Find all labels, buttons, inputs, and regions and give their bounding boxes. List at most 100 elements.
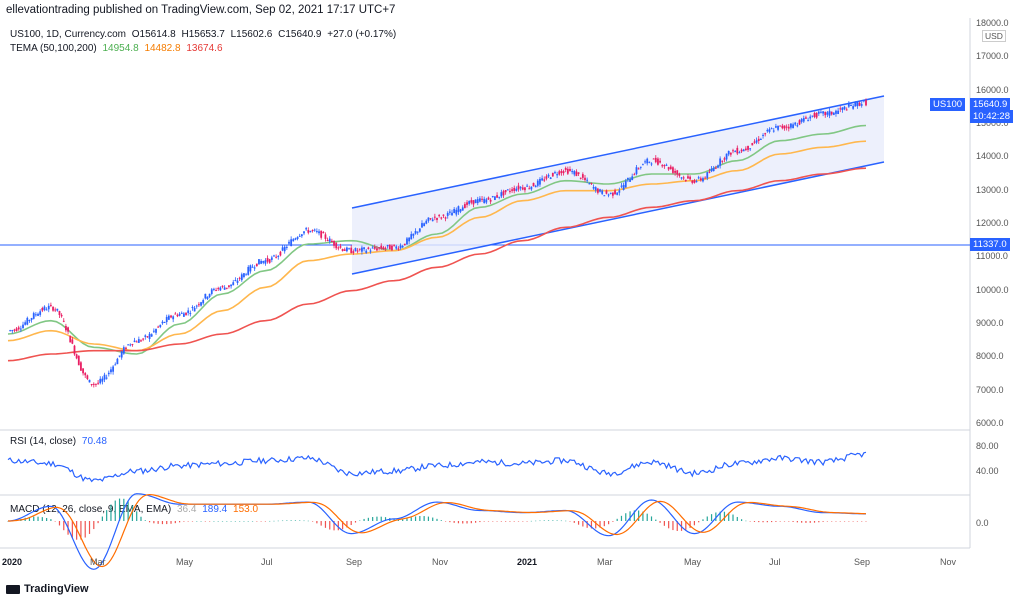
macd-histogram-bar (174, 521, 176, 524)
candle-body (37, 313, 39, 316)
candle-body (663, 165, 666, 167)
macd-legend[interactable]: MACD (12, 26, close, 9, EMA, EMA) 36.4 1… (10, 504, 261, 515)
candle-body (622, 185, 625, 190)
candle-body (262, 260, 265, 263)
candle-body (103, 374, 106, 380)
candle-body (832, 112, 835, 115)
candle-body (433, 216, 436, 218)
candle-body (665, 164, 668, 166)
candle-body (324, 234, 327, 239)
candle-body (504, 190, 507, 193)
macd-histogram-bar (852, 521, 854, 522)
candle-body (249, 265, 252, 272)
candle-body (180, 312, 183, 314)
rsi-legend[interactable]: RSI (14, close) 70.48 (10, 436, 110, 447)
macd-line[interactable] (8, 493, 866, 570)
candle-body (161, 321, 164, 324)
high-value: H15653.7 (181, 29, 225, 40)
candle-body (408, 237, 411, 242)
macd-histogram-bar (329, 521, 331, 530)
candle-body (770, 128, 773, 130)
macd-histogram-bar (76, 521, 78, 540)
candle-body (575, 171, 578, 177)
candle-body (629, 179, 631, 182)
tema-line-2[interactable] (7, 140, 867, 352)
open-value: O15614.8 (131, 29, 176, 40)
candle-body (333, 240, 335, 246)
candle-body (82, 368, 84, 374)
candle-body (193, 307, 196, 312)
candle-body (547, 174, 550, 177)
candle-body (579, 177, 582, 179)
candle-body (845, 109, 848, 111)
tema200-value: 13674.6 (186, 43, 223, 54)
candle-body (534, 185, 537, 188)
tema-legend[interactable]: TEMA (50,100,200) 14954.8 14482.8 13674.… (10, 43, 226, 54)
candle-body (384, 247, 387, 249)
symbol-legend[interactable]: US100, 1D, Currency.com O15614.8 H15653.… (10, 29, 399, 40)
candle-body (835, 110, 837, 114)
macd-histogram-bar (762, 521, 764, 523)
macd-histogram-bar (813, 521, 816, 523)
candle-body (255, 263, 258, 267)
candle-body (691, 180, 694, 183)
macd-signal-line[interactable] (8, 493, 867, 568)
candlesticks[interactable] (9, 98, 867, 388)
macd-histogram-bar (354, 521, 357, 523)
candle-body (178, 313, 181, 316)
macd-histogram-bar (46, 517, 48, 521)
candle-body (463, 204, 466, 208)
candle-body (787, 126, 790, 129)
candle-body (318, 231, 320, 234)
candle-body (198, 304, 200, 306)
macd-histogram-bar (865, 521, 867, 522)
candle-body (734, 151, 737, 153)
channel-lower-line[interactable] (351, 161, 885, 275)
candle-body (421, 223, 423, 228)
candle-body (15, 328, 18, 331)
macd-histogram[interactable] (7, 498, 867, 540)
macd-histogram-bar (693, 521, 695, 526)
candle-body (67, 327, 69, 332)
candle-body (448, 211, 451, 213)
candle-body (704, 177, 707, 179)
macd-histogram-bar (732, 514, 734, 521)
candle-body (399, 245, 402, 249)
candle-body (238, 277, 241, 279)
tema-line-3[interactable] (7, 167, 867, 362)
candle-body (783, 125, 786, 129)
macd-histogram-bar (294, 520, 297, 521)
candle-body (204, 293, 207, 299)
candle-body (740, 149, 743, 152)
channel-upper-line[interactable] (351, 95, 885, 209)
candle-body (170, 315, 172, 318)
candle-body (429, 218, 432, 220)
macd-histogram-bar (565, 520, 567, 522)
macd-histogram-bar (672, 521, 674, 531)
tradingview-logo[interactable]: TradingView (6, 583, 89, 595)
low-value: L15602.6 (230, 29, 273, 40)
macd-histogram-bar (449, 521, 451, 523)
parallel-channel-fill[interactable] (352, 96, 884, 274)
candle-body (753, 141, 756, 143)
macd-histogram-bar (599, 521, 601, 528)
candle-body (680, 177, 683, 179)
currency-label[interactable]: USD (982, 30, 1006, 42)
macd-histogram-bar (320, 521, 322, 526)
candle-body (457, 206, 460, 213)
time-label: Mar (597, 557, 613, 567)
candle-body (253, 267, 256, 269)
macd-histogram-bar (861, 521, 863, 522)
candle-body (185, 312, 187, 315)
macd-histogram-bar (367, 517, 369, 521)
macd-histogram-bar (736, 516, 738, 521)
candle-body (809, 116, 812, 119)
candle-body (817, 111, 820, 114)
price-series[interactable] (7, 124, 867, 362)
time-label: Jul (769, 557, 781, 567)
candle-body (543, 179, 546, 181)
macd-histogram-bar (397, 519, 399, 521)
rsi-line[interactable] (7, 451, 867, 483)
candle-body (97, 382, 99, 384)
